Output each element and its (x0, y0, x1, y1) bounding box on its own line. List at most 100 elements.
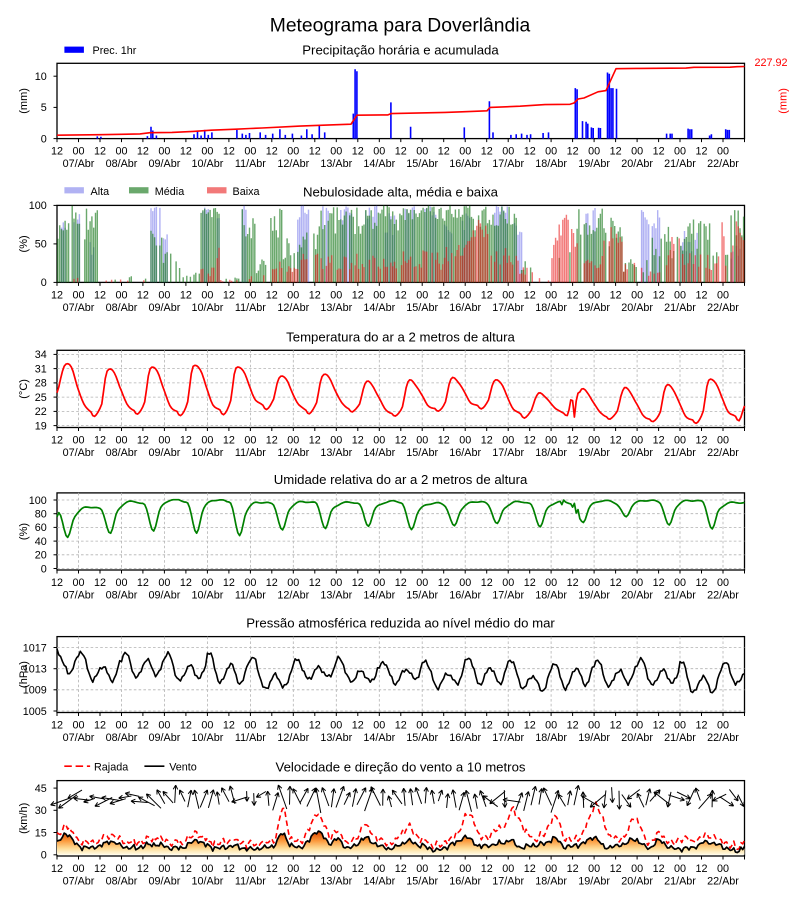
svg-text:12: 12 (395, 719, 407, 731)
svg-text:22/Abr: 22/Abr (707, 447, 739, 459)
svg-text:12: 12 (653, 719, 665, 731)
svg-text:20/Abr: 20/Abr (621, 158, 653, 170)
svg-text:12: 12 (309, 719, 321, 731)
svg-text:(°C): (°C) (18, 379, 30, 399)
svg-text:Precipitação horária e acumula: Precipitação horária e acumulada (302, 42, 499, 57)
svg-text:12: 12 (352, 863, 364, 875)
svg-text:00: 00 (373, 434, 385, 446)
svg-text:31: 31 (35, 363, 47, 375)
svg-text:00: 00 (459, 289, 471, 301)
svg-text:1005: 1005 (23, 706, 47, 718)
svg-text:00: 00 (416, 577, 428, 589)
svg-text:00: 00 (287, 434, 299, 446)
svg-text:00: 00 (373, 863, 385, 875)
svg-text:00: 00 (717, 434, 729, 446)
svg-text:14/Abr: 14/Abr (363, 447, 395, 459)
svg-text:00: 00 (373, 719, 385, 731)
svg-text:5: 5 (41, 102, 47, 114)
svg-text:14/Abr: 14/Abr (363, 876, 395, 888)
svg-text:11/Abr: 11/Abr (235, 447, 266, 459)
svg-text:12: 12 (481, 719, 493, 731)
svg-text:00: 00 (588, 577, 600, 589)
svg-text:00: 00 (287, 719, 299, 731)
svg-text:08/Abr: 08/Abr (106, 302, 138, 314)
svg-text:00: 00 (717, 577, 729, 589)
svg-text:45: 45 (35, 783, 47, 795)
svg-text:12: 12 (610, 146, 622, 158)
svg-text:16/Abr: 16/Abr (449, 876, 481, 888)
svg-text:22/Abr: 22/Abr (707, 158, 739, 170)
svg-text:09/Abr: 09/Abr (148, 447, 180, 459)
svg-text:12: 12 (524, 719, 536, 731)
svg-text:00: 00 (201, 577, 213, 589)
svg-text:00: 00 (674, 577, 686, 589)
svg-text:(%): (%) (18, 235, 30, 252)
svg-text:12: 12 (695, 719, 707, 731)
svg-text:10/Abr: 10/Abr (191, 158, 223, 170)
svg-text:20/Abr: 20/Abr (621, 876, 653, 888)
svg-text:19/Abr: 19/Abr (578, 590, 610, 602)
svg-text:19: 19 (35, 420, 47, 432)
svg-text:50: 50 (35, 239, 47, 251)
svg-text:12: 12 (309, 146, 321, 158)
svg-text:00: 00 (717, 289, 729, 301)
svg-text:16/Abr: 16/Abr (449, 590, 481, 602)
svg-text:12: 12 (695, 863, 707, 875)
svg-text:16/Abr: 16/Abr (449, 732, 481, 744)
svg-text:12: 12 (94, 577, 106, 589)
svg-text:12: 12 (94, 863, 106, 875)
svg-text:00: 00 (201, 434, 213, 446)
svg-text:20: 20 (35, 550, 47, 562)
svg-text:00: 00 (244, 577, 256, 589)
svg-text:20/Abr: 20/Abr (621, 590, 653, 602)
svg-text:00: 00 (717, 863, 729, 875)
svg-text:0: 0 (41, 133, 47, 145)
svg-text:12: 12 (51, 719, 63, 731)
svg-text:12: 12 (395, 146, 407, 158)
svg-text:16/Abr: 16/Abr (449, 302, 481, 314)
svg-text:10: 10 (35, 71, 47, 83)
svg-text:(mm): (mm) (18, 88, 30, 114)
svg-text:12: 12 (309, 434, 321, 446)
svg-text:00: 00 (158, 577, 170, 589)
svg-text:12: 12 (223, 577, 235, 589)
svg-text:00: 00 (72, 146, 84, 158)
svg-text:30: 30 (35, 805, 47, 817)
svg-text:00: 00 (717, 146, 729, 158)
svg-text:15/Abr: 15/Abr (406, 158, 438, 170)
svg-text:00: 00 (502, 434, 514, 446)
svg-text:15/Abr: 15/Abr (406, 447, 438, 459)
svg-text:12: 12 (180, 434, 192, 446)
svg-text:18/Abr: 18/Abr (535, 876, 567, 888)
svg-text:12: 12 (180, 577, 192, 589)
svg-text:12/Abr: 12/Abr (277, 590, 309, 602)
svg-text:12: 12 (438, 146, 450, 158)
svg-text:18/Abr: 18/Abr (535, 590, 567, 602)
svg-text:Meteograma para Doverlândia: Meteograma para Doverlândia (270, 16, 531, 37)
svg-text:16/Abr: 16/Abr (449, 158, 481, 170)
svg-text:15: 15 (35, 827, 47, 839)
svg-text:22/Abr: 22/Abr (707, 876, 739, 888)
svg-text:13/Abr: 13/Abr (320, 732, 352, 744)
svg-text:12/Abr: 12/Abr (277, 158, 309, 170)
svg-text:12: 12 (51, 863, 63, 875)
svg-text:17/Abr: 17/Abr (492, 732, 524, 744)
svg-text:14/Abr: 14/Abr (363, 158, 395, 170)
svg-text:11/Abr: 11/Abr (235, 302, 266, 314)
svg-text:18/Abr: 18/Abr (535, 158, 567, 170)
svg-text:12: 12 (137, 863, 149, 875)
svg-text:00: 00 (416, 863, 428, 875)
svg-text:08/Abr: 08/Abr (106, 158, 138, 170)
svg-text:Temperatura do ar a 2 metros d: Temperatura do ar a 2 metros de altura (286, 329, 515, 344)
svg-text:19/Abr: 19/Abr (578, 732, 610, 744)
svg-text:Alta: Alta (91, 186, 110, 198)
svg-text:13/Abr: 13/Abr (320, 876, 352, 888)
svg-text:09/Abr: 09/Abr (148, 732, 180, 744)
svg-text:12: 12 (137, 146, 149, 158)
svg-text:00: 00 (674, 289, 686, 301)
svg-text:12/Abr: 12/Abr (277, 876, 309, 888)
svg-text:12: 12 (695, 577, 707, 589)
svg-text:00: 00 (545, 577, 557, 589)
svg-text:12: 12 (610, 719, 622, 731)
svg-text:12: 12 (309, 577, 321, 589)
